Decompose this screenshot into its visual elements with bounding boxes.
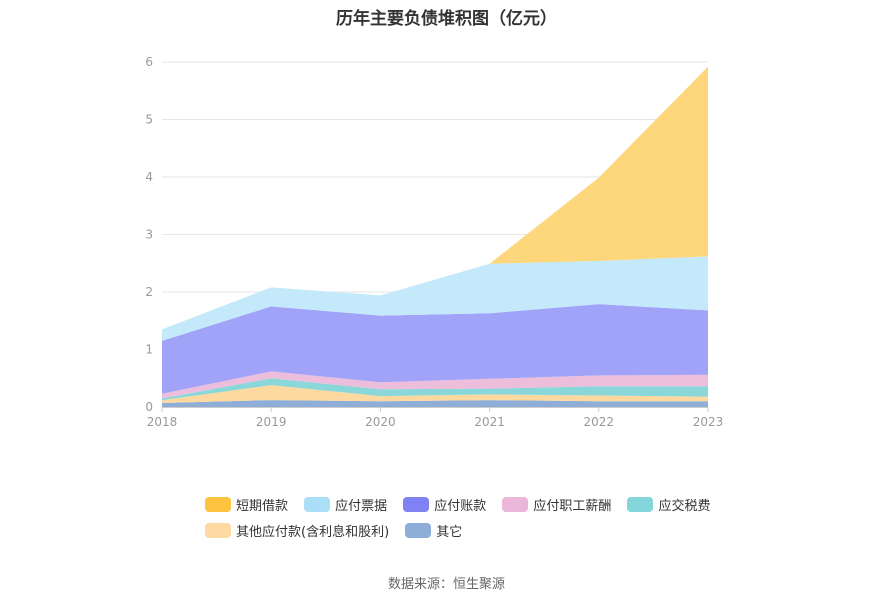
y-tick-label: 0 (145, 400, 153, 414)
legend-item-other-payables[interactable]: 其他应付款(含利息和股利) (205, 521, 390, 540)
stacked-area-chart: 0 1 2 3 4 5 6 2018 2019 2020 2021 2022 2023 (145, 55, 723, 429)
legend-label: 应交税费 (658, 498, 711, 514)
legend-label: 短期借款 (236, 498, 289, 514)
legend-swatch (304, 496, 331, 512)
x-tick-label: 2020 (365, 415, 396, 429)
legend-label: 应付职工薪酬 (533, 498, 612, 514)
area-series-layer (162, 66, 708, 407)
chart-title: 历年主要负债堆积图（亿元） (336, 9, 557, 29)
legend-swatch (205, 522, 231, 538)
x-tick-label: 2018 (147, 415, 178, 429)
y-tick-label: 1 (145, 343, 153, 357)
x-tick-label: 2021 (474, 415, 505, 429)
x-tick-label: 2022 (584, 415, 615, 429)
area-series (162, 66, 708, 330)
area-series (162, 256, 708, 341)
legend-label: 其它 (436, 524, 463, 540)
area-series (162, 400, 708, 407)
y-tick-label: 2 (145, 285, 153, 299)
area-series (162, 378, 708, 401)
legend-row-1: 短期借款 应付票据 应付账款 应付职工薪酬 应交税费 (205, 495, 725, 521)
legend-item-notes-payable[interactable]: 应付票据 (304, 495, 388, 514)
legend-item-accounts-payable[interactable]: 应付账款 (403, 495, 487, 514)
area-series (162, 385, 708, 403)
y-tick-label: 6 (145, 55, 153, 69)
y-tick-label: 4 (145, 170, 153, 184)
legend-swatch (502, 496, 529, 512)
axes: 0 1 2 3 4 5 6 2018 2019 2020 2021 2022 2023 (145, 55, 723, 429)
y-tick-label: 5 (145, 113, 153, 127)
legend: 短期借款 应付票据 应付账款 应付职工薪酬 应交税费 其他应付款(含利息和股利)… (205, 495, 725, 547)
area-series (162, 304, 708, 394)
legend-item-short-term-loans[interactable]: 短期借款 (205, 495, 289, 514)
legend-item-others[interactable]: 其它 (405, 521, 463, 540)
source-note: 数据来源：恒生聚源 (387, 577, 505, 592)
legend-row-2: 其他应付款(含利息和股利) 其它 (205, 521, 725, 547)
legend-label: 其他应付款(含利息和股利) (236, 524, 390, 540)
area-series (162, 371, 708, 399)
y-tick-label: 3 (145, 228, 153, 242)
legend-swatch (405, 522, 432, 538)
legend-label: 应付账款 (434, 498, 487, 514)
legend-swatch (403, 496, 430, 512)
legend-item-taxes-payable[interactable]: 应交税费 (627, 495, 711, 514)
legend-swatch (205, 496, 231, 512)
legend-label: 应付票据 (335, 498, 388, 514)
legend-item-employee-payable[interactable]: 应付职工薪酬 (502, 495, 612, 514)
legend-swatch (627, 496, 654, 512)
x-tick-label: 2023 (693, 415, 724, 429)
x-tick-label: 2019 (256, 415, 287, 429)
